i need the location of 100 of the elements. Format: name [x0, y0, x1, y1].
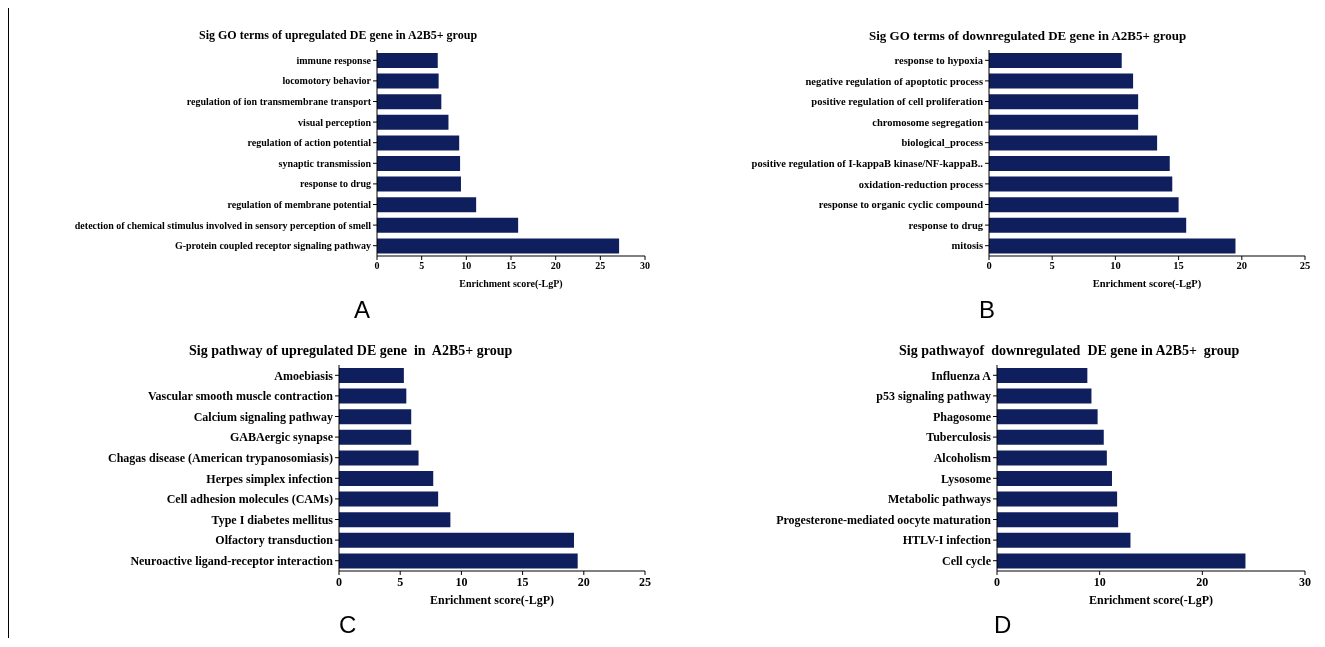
bar — [997, 409, 1098, 425]
bar — [997, 368, 1088, 383]
y-tick-label: Type I diabetes mellitus — [211, 512, 334, 527]
x-tick-label: 10 — [1110, 260, 1121, 272]
x-tick-label: 0 — [986, 260, 992, 272]
x-axis-title: Enrichment score(-LgP) — [428, 593, 556, 608]
y-tick-label: Neuroactive ligand-receptor interaction — [130, 553, 334, 568]
bar — [339, 553, 578, 569]
bar — [377, 94, 442, 110]
y-tick-label: synaptic transmission — [278, 157, 372, 169]
x-axis-title: Enrichment score(-LgP) — [458, 278, 564, 289]
x-tick-label: 30 — [1299, 574, 1311, 589]
y-tick-label: GABAergic synapse — [230, 430, 334, 445]
y-tick-label: HTLV-I infection — [902, 533, 992, 548]
y-tick-label: mitosis — [951, 240, 983, 252]
x-tick-label: 15 — [1173, 260, 1184, 272]
bar — [989, 135, 1158, 151]
y-tick-label: response to hypoxia — [894, 54, 984, 66]
x-tick-label: 10 — [461, 260, 472, 272]
bar — [339, 368, 404, 383]
x-tick-label: 15 — [506, 260, 516, 272]
y-tick-label: response to organic cyclic compound — [818, 199, 984, 211]
y-tick-label: detection of chemical stimulus involved in sensory perception of smell — [74, 219, 372, 231]
y-tick-label: Lysosome — [940, 471, 992, 486]
y-tick-label: Amoebiasis — [274, 368, 334, 383]
bar — [339, 450, 419, 466]
bar — [339, 388, 407, 404]
bar — [989, 114, 1139, 130]
y-tick-label: response to drug — [908, 219, 984, 231]
x-tick-label: 0 — [374, 260, 380, 272]
bar — [377, 114, 449, 130]
y-tick-label: Herpes simplex infection — [206, 471, 334, 486]
y-tick-label: Tuberculosis — [926, 430, 992, 445]
bar — [997, 553, 1246, 569]
y-tick-label: biological_process — [901, 137, 983, 149]
x-tick-label: 20 — [577, 574, 590, 589]
bar — [377, 135, 460, 151]
y-tick-label: positive regulation of I-kappaB kinase/NF-kappaB.. — [751, 157, 984, 169]
bar — [339, 512, 451, 528]
bar — [377, 53, 438, 68]
bar — [377, 176, 461, 192]
bar — [377, 238, 620, 254]
text: C — [339, 611, 357, 639]
x-tick-label: 25 — [1299, 260, 1311, 272]
y-tick-label: regulation of membrane potential — [227, 199, 372, 210]
bar — [339, 471, 434, 486]
y-tick-label: Chagas disease (American trypanosomiasis) — [108, 450, 333, 465]
bar — [339, 491, 439, 507]
bar — [989, 238, 1236, 254]
y-tick-label: visual perception — [298, 116, 372, 128]
text: B — [979, 296, 996, 324]
bar — [339, 409, 412, 425]
y-tick-label: p53 signaling pathway — [876, 389, 991, 404]
y-tick-label: Influenza A — [931, 368, 992, 383]
text: D — [994, 611, 1012, 639]
chart-title: Sig pathway of upregulated DE gene in A2B5+ group — [189, 343, 513, 359]
y-tick-label: Cell cycle — [942, 553, 992, 568]
y-tick-label: Cell adhesion molecules (CAMs) — [166, 492, 333, 507]
bar — [989, 217, 1187, 233]
x-tick-label: 10 — [1093, 574, 1106, 589]
y-tick-label: Vascular smooth muscle contraction — [148, 389, 334, 404]
bar — [339, 532, 575, 548]
bar — [997, 388, 1092, 404]
bar — [997, 491, 1118, 507]
y-tick-label: positive regulation of cell proliferation — [811, 96, 984, 108]
chart-title: Sig pathwayof downregulated DE gene in A2B5+ group — [899, 343, 1240, 359]
x-tick-label: 25 — [639, 574, 651, 589]
bar — [997, 512, 1119, 528]
chart-title: Sig GO terms of downregulated DE gene in A2B5+ group — [869, 28, 1187, 44]
y-tick-label: G-protein coupled receptor signaling pathway — [174, 240, 371, 252]
bar — [989, 53, 1122, 68]
y-tick-label: negative regulation of apoptotic process — [805, 75, 983, 87]
y-tick-label: oxidation-reduction process — [858, 178, 983, 190]
y-tick-label: response to drug — [300, 178, 371, 190]
bar — [339, 429, 412, 445]
x-tick-label: 20 — [1196, 574, 1209, 589]
y-tick-label: Calcium signaling pathway — [193, 409, 333, 424]
bar — [377, 73, 439, 89]
text: A — [354, 296, 371, 324]
bar — [997, 429, 1104, 445]
bar — [377, 217, 519, 233]
y-tick-label: immune response — [296, 54, 372, 66]
x-tick-label: 15 — [516, 574, 529, 589]
bar — [377, 197, 477, 213]
y-tick-label: regulation of action potential — [247, 137, 372, 149]
y-tick-label: Phagosome — [933, 409, 992, 424]
chart-title: Sig GO terms of upregulated DE gene in A2B5+ group — [199, 28, 478, 43]
x-tick-label: 25 — [595, 260, 606, 272]
bar — [989, 197, 1179, 213]
y-tick-label: Olfactory transduction — [215, 533, 334, 548]
bar — [997, 471, 1112, 486]
y-tick-label: Alcoholism — [933, 450, 991, 465]
y-tick-label: chromosome segregation — [872, 116, 984, 128]
x-tick-label: 5 — [1049, 260, 1055, 272]
bar — [997, 532, 1131, 548]
y-tick-label: locomotory behavior — [282, 75, 372, 87]
x-tick-label: 20 — [550, 260, 561, 272]
x-tick-label: 5 — [397, 574, 404, 589]
x-tick-label: 30 — [640, 260, 650, 272]
x-tick-label: 0 — [994, 574, 1000, 589]
